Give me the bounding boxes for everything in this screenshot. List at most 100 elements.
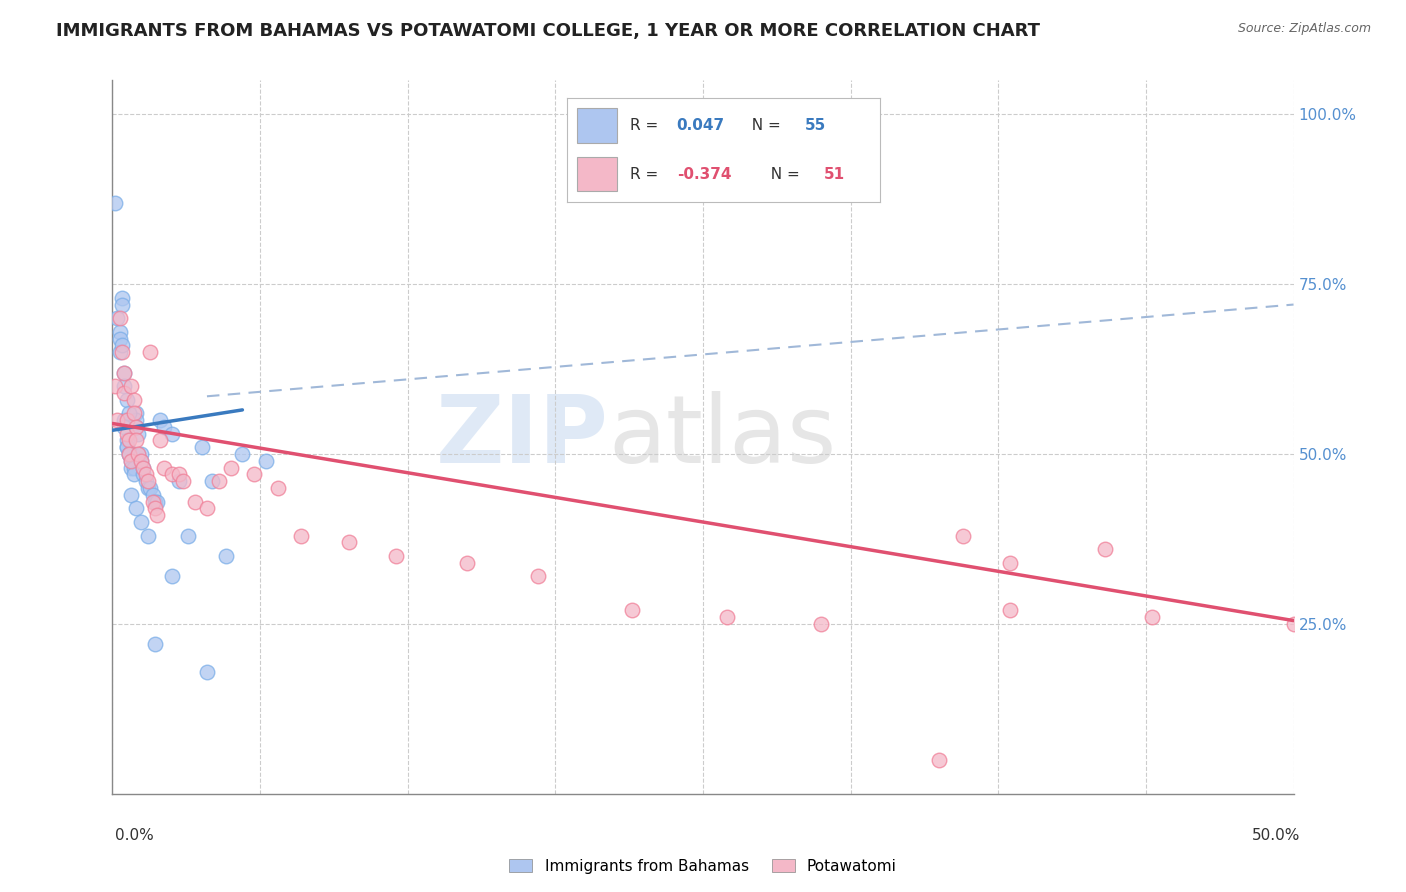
Point (135, 467, 157, 482)
Point (108, 325, 131, 339)
Point (122, 467, 145, 482)
Point (125, 420, 148, 434)
Point (254, 454, 277, 468)
Point (118, 447, 141, 461)
Point (118, 447, 141, 461)
Point (191, 440, 214, 454)
Point (104, 379, 127, 393)
Point (120, 454, 142, 468)
Point (115, 434, 138, 448)
Point (105, 311, 128, 326)
Point (142, 488, 165, 502)
Point (115, 413, 138, 427)
Point (267, 481, 290, 495)
Point (125, 406, 148, 420)
Point (120, 454, 142, 468)
Point (105, 413, 128, 427)
Point (337, 535, 360, 549)
Point (108, 345, 131, 359)
Point (215, 549, 238, 563)
Point (290, 528, 312, 542)
Text: 0.0%: 0.0% (115, 829, 155, 843)
Point (928, 753, 950, 767)
Legend: Immigrants from Bahamas, Potawatomi: Immigrants from Bahamas, Potawatomi (503, 853, 903, 880)
Point (112, 420, 135, 434)
Text: 50.0%: 50.0% (1253, 829, 1301, 843)
Point (153, 420, 176, 434)
Text: Source: ZipAtlas.com: Source: ZipAtlas.com (1237, 22, 1371, 36)
Point (160, 467, 183, 482)
Point (243, 467, 266, 482)
Point (160, 569, 183, 583)
Point (118, 447, 141, 461)
Point (112, 366, 135, 380)
Point (129, 515, 152, 529)
Point (952, 528, 974, 542)
Point (385, 549, 408, 563)
Point (143, 501, 166, 516)
Point (201, 475, 224, 489)
Point (810, 617, 832, 632)
Point (146, 494, 169, 508)
Point (111, 345, 134, 359)
Point (1140, 610, 1163, 624)
Point (998, 556, 1021, 570)
Point (146, 508, 169, 523)
Point (143, 637, 166, 651)
Point (135, 475, 157, 489)
Point (125, 413, 148, 427)
Point (115, 440, 138, 454)
Point (122, 406, 145, 420)
Point (104, 195, 127, 210)
Point (127, 426, 149, 441)
Point (153, 460, 176, 475)
Point (111, 338, 134, 352)
Point (120, 460, 142, 475)
Point (136, 481, 159, 495)
Point (115, 440, 138, 454)
Point (167, 467, 190, 482)
Point (132, 460, 155, 475)
Point (142, 494, 165, 508)
Point (111, 291, 134, 305)
Point (108, 311, 131, 326)
Text: ZIP: ZIP (436, 391, 609, 483)
Point (120, 379, 142, 393)
Point (149, 413, 172, 427)
Point (122, 460, 145, 475)
Point (127, 447, 149, 461)
Point (129, 454, 152, 468)
Point (1282, 617, 1305, 632)
Point (136, 475, 159, 489)
Point (115, 392, 138, 407)
Point (167, 475, 190, 489)
Point (129, 454, 152, 468)
Point (149, 434, 172, 448)
Point (1094, 542, 1116, 557)
Point (125, 420, 148, 434)
Point (132, 467, 155, 482)
Point (208, 475, 231, 489)
Point (160, 426, 183, 441)
Point (716, 610, 738, 624)
Point (112, 366, 135, 380)
Point (111, 297, 134, 311)
Point (136, 528, 159, 542)
Point (526, 569, 548, 583)
Point (998, 603, 1021, 617)
Point (125, 501, 148, 516)
Point (108, 332, 131, 346)
Point (125, 434, 148, 448)
Point (118, 406, 141, 420)
Point (118, 434, 141, 448)
Point (129, 447, 152, 461)
Point (127, 447, 149, 461)
Point (120, 488, 142, 502)
Point (172, 475, 194, 489)
Point (177, 528, 200, 542)
Point (112, 379, 135, 393)
Point (231, 447, 253, 461)
Text: atlas: atlas (609, 391, 837, 483)
Point (139, 481, 162, 495)
Text: IMMIGRANTS FROM BAHAMAS VS POTAWATOMI COLLEGE, 1 YEAR OR MORE CORRELATION CHART: IMMIGRANTS FROM BAHAMAS VS POTAWATOMI CO… (56, 22, 1040, 40)
